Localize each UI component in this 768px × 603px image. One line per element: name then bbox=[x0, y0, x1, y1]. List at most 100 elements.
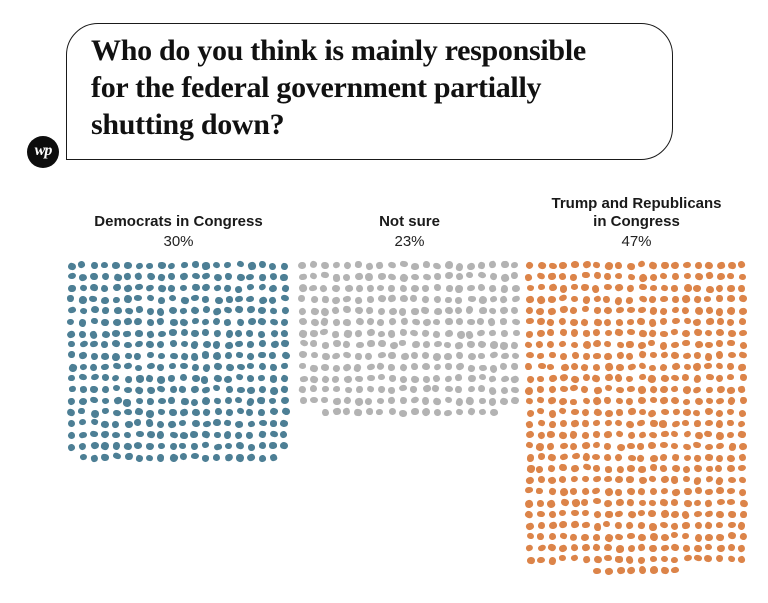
dot bbox=[637, 273, 648, 283]
dot bbox=[727, 487, 736, 495]
dot bbox=[112, 442, 120, 450]
dot bbox=[145, 271, 156, 282]
dot bbox=[637, 465, 647, 474]
dot bbox=[376, 397, 385, 406]
dot bbox=[500, 330, 508, 338]
dot bbox=[399, 328, 408, 337]
dot bbox=[670, 498, 679, 507]
dot bbox=[67, 261, 78, 271]
dot bbox=[310, 307, 319, 316]
dot bbox=[299, 318, 307, 326]
dot bbox=[558, 509, 566, 517]
dot bbox=[725, 453, 736, 463]
dot bbox=[704, 317, 714, 326]
dot bbox=[535, 442, 545, 452]
dot bbox=[715, 431, 725, 440]
dot bbox=[157, 330, 166, 338]
dot bbox=[525, 532, 535, 541]
dot bbox=[581, 431, 591, 440]
dot bbox=[212, 418, 221, 427]
dot bbox=[309, 364, 319, 373]
dot bbox=[145, 283, 155, 293]
dot bbox=[490, 340, 499, 349]
dot bbox=[123, 408, 133, 416]
dot bbox=[615, 341, 625, 350]
dot bbox=[636, 543, 645, 552]
dot bbox=[111, 329, 121, 338]
dot bbox=[101, 373, 110, 382]
dot bbox=[257, 306, 267, 315]
dot bbox=[298, 306, 308, 317]
dot bbox=[727, 554, 737, 563]
dot bbox=[570, 509, 580, 517]
dot bbox=[456, 318, 464, 326]
dot bbox=[179, 272, 189, 281]
dot bbox=[179, 373, 189, 383]
dot bbox=[191, 272, 200, 280]
dot bbox=[683, 499, 692, 507]
dot bbox=[258, 260, 266, 269]
dot bbox=[342, 407, 351, 417]
dot bbox=[510, 363, 519, 371]
dot bbox=[224, 442, 233, 450]
dot bbox=[270, 374, 278, 383]
dot bbox=[660, 487, 670, 496]
dot bbox=[614, 418, 623, 428]
dot bbox=[726, 385, 736, 395]
dot bbox=[536, 352, 544, 360]
dot bbox=[524, 521, 535, 531]
dot bbox=[88, 396, 99, 405]
dot bbox=[659, 395, 670, 405]
dot bbox=[78, 295, 88, 305]
dot bbox=[89, 363, 99, 373]
dot bbox=[704, 407, 714, 416]
dot bbox=[444, 374, 453, 383]
dot bbox=[123, 261, 133, 270]
dot bbox=[169, 318, 179, 327]
dot bbox=[535, 487, 544, 496]
dot bbox=[716, 555, 724, 563]
dot bbox=[319, 284, 329, 294]
dot bbox=[422, 317, 432, 327]
dot bbox=[649, 351, 658, 358]
dot bbox=[499, 341, 509, 350]
dot bbox=[433, 408, 441, 417]
dot bbox=[156, 385, 166, 394]
dot bbox=[704, 341, 714, 349]
dot bbox=[526, 284, 535, 292]
dot bbox=[613, 283, 624, 293]
dot bbox=[627, 545, 636, 553]
dot bbox=[111, 420, 120, 429]
dot bbox=[135, 430, 144, 438]
dot bbox=[728, 476, 737, 483]
dot bbox=[548, 352, 556, 360]
dot bbox=[157, 353, 165, 360]
dot bbox=[67, 340, 75, 347]
dot bbox=[637, 508, 647, 517]
dot bbox=[727, 339, 736, 347]
dot bbox=[624, 555, 634, 565]
dot bbox=[67, 272, 76, 280]
dot bbox=[157, 340, 164, 349]
dot bbox=[604, 419, 614, 428]
dot bbox=[558, 317, 568, 327]
group-header: Not sure 23% bbox=[299, 188, 520, 251]
dot bbox=[538, 283, 546, 291]
dot bbox=[581, 463, 592, 473]
dot bbox=[246, 295, 255, 303]
dot bbox=[124, 452, 133, 461]
dot bbox=[355, 375, 364, 382]
dot bbox=[388, 374, 396, 382]
dot bbox=[661, 261, 670, 270]
dot bbox=[124, 341, 132, 348]
dot bbox=[411, 317, 421, 327]
dot bbox=[592, 533, 601, 542]
dot bbox=[321, 341, 329, 349]
dot bbox=[603, 430, 613, 439]
dot bbox=[738, 317, 747, 326]
dot bbox=[581, 260, 592, 270]
dot bbox=[180, 328, 189, 337]
dot bbox=[536, 385, 545, 393]
dot bbox=[603, 499, 613, 508]
dot bbox=[570, 408, 580, 416]
